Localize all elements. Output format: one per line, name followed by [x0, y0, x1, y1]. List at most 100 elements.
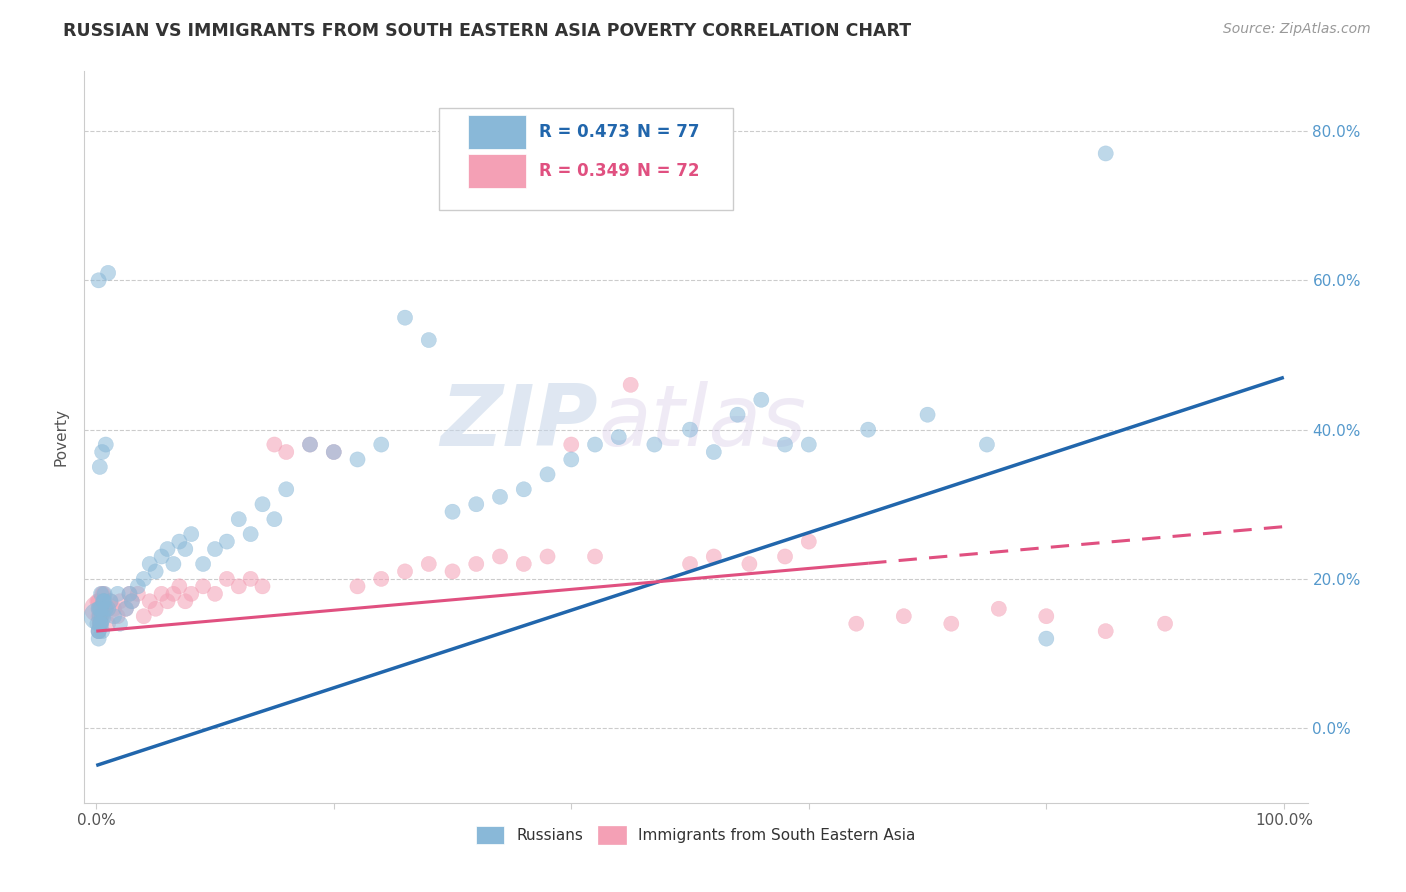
Point [162, 557, 184, 571]
Point [87, 601, 110, 615]
FancyBboxPatch shape [468, 153, 526, 188]
Point [87, 601, 110, 615]
Point [87, 594, 110, 608]
Point [97, 601, 120, 615]
Point [90, 616, 112, 631]
Point [90, 587, 112, 601]
Point [118, 587, 141, 601]
Point [145, 565, 167, 579]
Point [87, 632, 110, 646]
Point [121, 594, 143, 608]
Point [94, 601, 117, 615]
Point [298, 437, 321, 451]
Point [93, 594, 115, 608]
Point [91, 601, 114, 615]
Point [87, 609, 110, 624]
Point [107, 609, 129, 624]
Point [108, 616, 131, 631]
Point [90, 616, 112, 631]
Point [174, 594, 197, 608]
Point [90, 609, 112, 624]
Point [87, 273, 110, 287]
Point [679, 423, 702, 437]
Point [239, 572, 262, 586]
Point [89, 616, 111, 631]
Point [263, 437, 285, 451]
Text: R = 0.349: R = 0.349 [540, 161, 630, 180]
Point [94, 437, 117, 451]
Point [162, 587, 184, 601]
Point [89, 616, 111, 631]
Point [156, 542, 179, 557]
Point [115, 601, 138, 615]
Point [86, 616, 108, 631]
Point [228, 512, 250, 526]
Point [465, 557, 488, 571]
Y-axis label: Poverty: Poverty [53, 408, 69, 467]
Point [132, 609, 155, 624]
Point [620, 377, 643, 392]
Point [987, 601, 1010, 615]
Point [583, 549, 606, 564]
Point [727, 408, 749, 422]
Point [132, 572, 155, 586]
Point [97, 616, 120, 631]
Point [91, 587, 114, 601]
FancyBboxPatch shape [439, 108, 733, 211]
Point [276, 445, 298, 459]
Point [1035, 609, 1057, 624]
Point [773, 437, 796, 451]
Point [489, 490, 512, 504]
Point [180, 527, 202, 541]
Point [103, 609, 125, 624]
Point [465, 497, 488, 511]
Point [418, 333, 440, 347]
Point [145, 601, 167, 615]
Point [370, 572, 392, 586]
Point [346, 579, 368, 593]
Point [91, 609, 114, 624]
FancyBboxPatch shape [468, 115, 526, 149]
Point [169, 534, 191, 549]
Point [346, 452, 368, 467]
Point [100, 594, 122, 608]
Point [100, 594, 122, 608]
Point [560, 452, 582, 467]
Point [773, 549, 796, 564]
Point [298, 437, 321, 451]
Point [115, 601, 138, 615]
Point [607, 430, 630, 444]
Point [89, 459, 111, 474]
Text: RUSSIAN VS IMMIGRANTS FROM SOUTH EASTERN ASIA POVERTY CORRELATION CHART: RUSSIAN VS IMMIGRANTS FROM SOUTH EASTERN… [63, 22, 911, 40]
Point [703, 549, 725, 564]
Point [797, 534, 820, 549]
Point [93, 587, 115, 601]
Point [180, 587, 202, 601]
Point [90, 601, 112, 615]
Point [93, 601, 115, 615]
Point [560, 437, 582, 451]
Point [91, 445, 114, 459]
Point [86, 609, 108, 624]
Point [138, 557, 160, 571]
Text: R = 0.473: R = 0.473 [540, 123, 630, 141]
Point [191, 557, 214, 571]
Point [441, 565, 464, 579]
Point [93, 594, 115, 608]
Text: atlas: atlas [598, 381, 806, 464]
Point [174, 542, 197, 557]
Point [322, 445, 344, 459]
Point [138, 594, 160, 608]
Point [797, 437, 820, 451]
Point [97, 601, 120, 615]
Point [86, 594, 108, 608]
Point [156, 594, 179, 608]
Point [191, 579, 214, 593]
Point [204, 542, 226, 557]
Point [118, 587, 141, 601]
Text: N = 72: N = 72 [637, 161, 700, 180]
Point [215, 534, 238, 549]
Point [536, 467, 558, 482]
Point [150, 587, 173, 601]
Point [86, 601, 108, 615]
